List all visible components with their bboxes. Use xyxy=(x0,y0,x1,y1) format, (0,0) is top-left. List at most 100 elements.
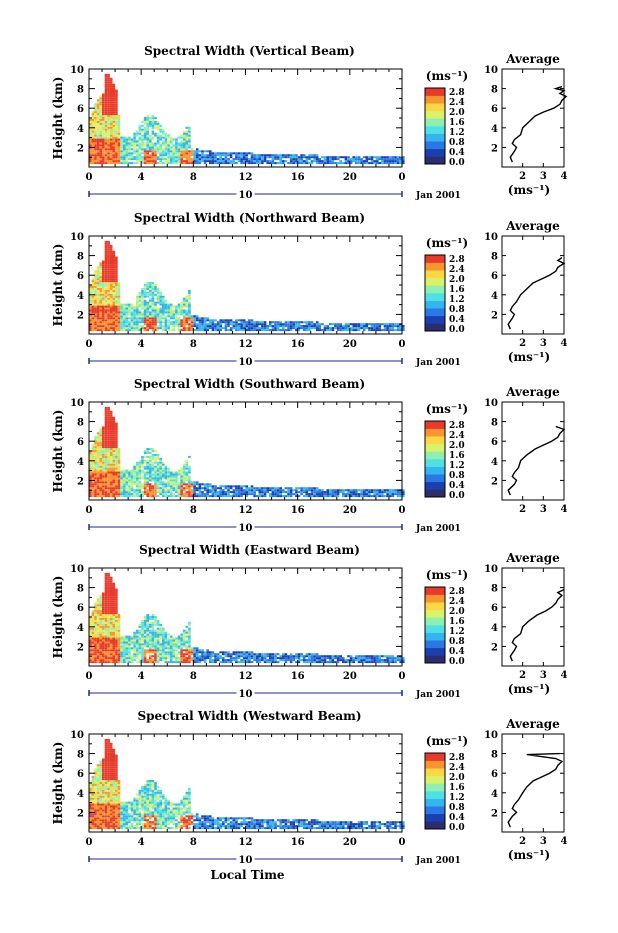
heatmap-cell xyxy=(105,432,108,434)
heatmap-cell xyxy=(251,160,254,162)
heatmap-cell xyxy=(379,323,382,325)
heatmap-cell xyxy=(118,321,121,323)
heatmap-cell xyxy=(199,162,202,164)
heatmap-cell xyxy=(188,315,191,317)
heatmap-cell xyxy=(102,143,105,145)
heatmap-cell xyxy=(105,143,108,145)
heatmap-cell xyxy=(113,440,116,442)
heatmap-cell xyxy=(141,464,144,466)
heatmap-cell xyxy=(92,150,95,152)
heatmap-cell xyxy=(102,162,105,164)
heatmap-cell xyxy=(358,325,361,327)
heatmap-cell xyxy=(146,119,149,121)
heatmap-cell xyxy=(180,634,183,636)
heatmap-cell xyxy=(167,651,170,653)
heatmap-cell xyxy=(105,573,108,575)
heatmap-cell xyxy=(311,162,314,164)
heatmap-cell xyxy=(128,141,131,143)
heatmap-cell xyxy=(227,162,230,164)
heatmap-cell xyxy=(180,481,183,483)
heatmap-cell xyxy=(300,156,303,158)
heatmap-cell xyxy=(136,148,139,150)
heatmap-cell xyxy=(379,493,382,495)
heatmap-cell xyxy=(303,329,306,331)
heatmap-cell xyxy=(128,156,131,158)
heatmap-cell xyxy=(107,616,110,618)
heatmap-cell xyxy=(146,470,149,472)
heatmap-cell xyxy=(113,481,116,483)
heatmap-cell xyxy=(149,162,152,164)
heatmap-cell xyxy=(332,495,335,497)
heatmap-cell xyxy=(97,659,100,661)
heatmap-cell xyxy=(162,632,165,634)
heatmap-cell xyxy=(118,143,121,145)
heatmap-cell xyxy=(139,487,142,489)
heatmap-cell xyxy=(170,483,173,485)
heatmap-cell xyxy=(139,125,142,127)
heatmap-cell xyxy=(110,144,113,146)
heatmap-cell xyxy=(115,483,118,485)
heatmap-cell xyxy=(110,464,113,466)
heatmap-cell xyxy=(152,311,155,313)
heatmap-cell xyxy=(131,306,134,308)
heatmap-cell xyxy=(206,329,209,331)
heatmap-cell xyxy=(355,160,358,162)
heatmap-cell xyxy=(183,154,186,156)
heatmap-cell xyxy=(126,655,129,657)
heatmap-cell xyxy=(162,310,165,312)
heatmap-cell xyxy=(107,90,110,92)
heatmap-cell xyxy=(102,101,105,103)
heatmap-cell xyxy=(105,591,108,593)
heatmap-cell xyxy=(313,493,316,495)
heatmap-cell xyxy=(115,148,118,150)
heatmap-cell xyxy=(141,298,144,300)
heatmap-cell xyxy=(107,640,110,642)
heatmap-cell xyxy=(159,630,162,632)
heatmap-cell xyxy=(238,489,241,491)
heatmap-cell xyxy=(183,327,186,329)
heatmap-cell xyxy=(196,329,199,331)
heatmap-cell xyxy=(110,616,113,618)
heatmap-cell xyxy=(167,162,170,164)
heatmap-cell xyxy=(196,319,199,321)
heatmap-cell xyxy=(285,160,288,162)
heatmap-cell xyxy=(397,162,400,164)
heatmap-cell xyxy=(219,485,222,487)
heatmap-cell xyxy=(152,325,155,327)
heatmap-cell xyxy=(256,321,259,323)
heatmap-cell xyxy=(113,476,116,478)
heatmap-cell xyxy=(113,327,116,329)
heatmap-cell xyxy=(157,653,160,655)
heatmap-cell xyxy=(97,315,100,317)
heatmap-cell xyxy=(157,329,160,331)
heatmap-cell xyxy=(152,470,155,472)
heatmap-cell xyxy=(253,154,256,156)
heatmap-cell xyxy=(110,247,113,249)
heatmap-cell xyxy=(175,474,178,476)
heatmap-cell xyxy=(139,325,142,327)
heatmap-cell xyxy=(146,448,149,450)
heatmap-cell xyxy=(94,158,97,160)
heatmap-cell xyxy=(173,148,176,150)
heatmap-cell xyxy=(92,123,95,125)
heatmap-cell xyxy=(107,440,110,442)
heatmap-cell xyxy=(358,156,361,158)
heatmap-cell xyxy=(105,606,108,608)
heatmap-cell xyxy=(120,495,123,497)
heatmap-cell xyxy=(188,162,191,164)
heatmap-cell xyxy=(94,472,97,474)
heatmap-cell xyxy=(113,117,116,119)
colorbar-segment xyxy=(425,263,445,271)
heatmap-cell xyxy=(99,466,102,468)
heatmap-cell xyxy=(183,321,186,323)
heatmap-cell xyxy=(118,148,121,150)
heatmap-cell xyxy=(94,602,97,604)
heatmap-cell xyxy=(157,657,160,659)
heatmap-cell xyxy=(180,495,183,497)
heatmap-cell xyxy=(363,160,366,162)
heatmap-cell xyxy=(102,146,105,148)
heatmap-cell xyxy=(123,315,126,317)
heatmap-cell xyxy=(149,121,152,123)
heatmap-cell xyxy=(97,628,100,630)
heatmap-cell xyxy=(120,310,123,312)
